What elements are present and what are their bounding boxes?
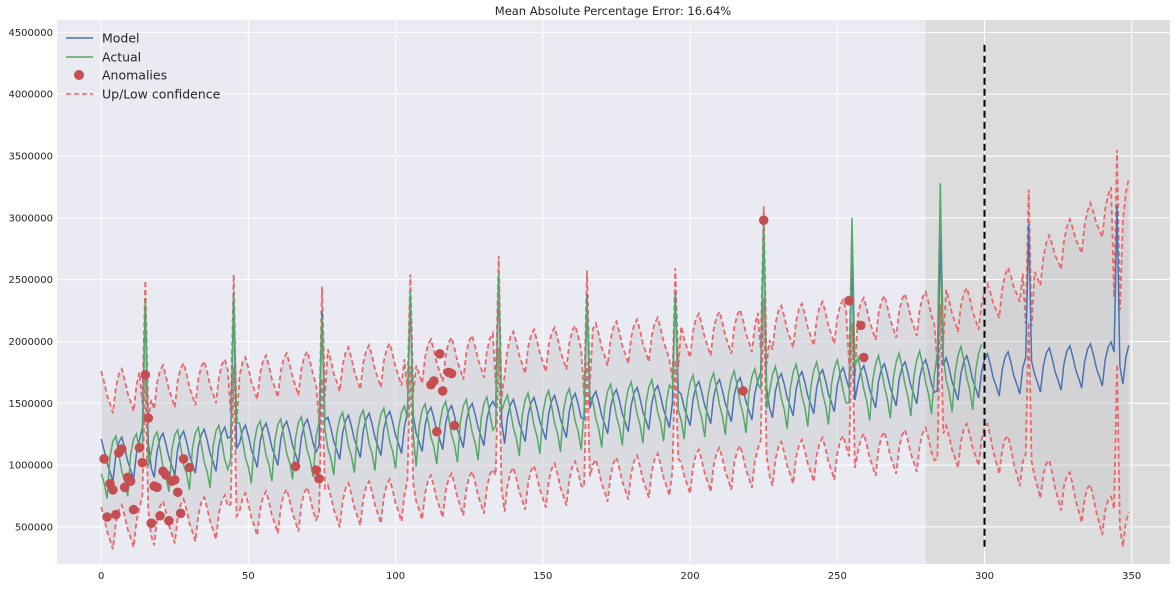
lower-confidence-line (100, 298, 1130, 550)
y-tick-label: 2500000 (8, 275, 53, 286)
anomaly-point (434, 349, 445, 359)
series-layer (100, 149, 1130, 550)
anomaly-point (758, 215, 769, 226)
legend-swatch-anomalies (74, 70, 84, 80)
x-tick-label: 100 (386, 571, 405, 582)
anomaly-layer (99, 215, 869, 528)
forecast-shading (925, 20, 1170, 564)
chart-title: Mean Absolute Percentage Error: 16.64% (495, 4, 732, 18)
anomaly-point (449, 420, 460, 431)
anomaly-point (111, 509, 121, 520)
actual-line (100, 183, 983, 499)
y-tick-label: 1500000 (8, 399, 53, 410)
anomaly-point (856, 320, 866, 331)
x-tick-label: 200 (681, 571, 700, 582)
y-tick-label: 4000000 (8, 90, 53, 101)
anomaly-point (858, 352, 869, 363)
upper-confidence-line (100, 149, 1130, 425)
anomaly-point (169, 475, 180, 485)
x-tick-label: 50 (242, 571, 255, 582)
anomaly-point (290, 461, 301, 472)
legend-label-actual: Actual (102, 50, 141, 65)
anomaly-point (146, 518, 157, 528)
x-tick-label: 300 (975, 571, 994, 582)
anomaly-point (152, 482, 162, 493)
anomaly-point (184, 462, 195, 473)
y-tick-label: 3500000 (8, 152, 53, 163)
legend-label-anomalies: Anomalies (102, 68, 167, 83)
anomaly-point (140, 370, 151, 380)
forecast-shade-layer (925, 20, 1170, 564)
anomaly-point (116, 444, 127, 454)
anomaly-point (738, 386, 748, 396)
anomaly-point (437, 386, 448, 396)
anomaly-point (844, 295, 854, 306)
tick-label-layer: 0 50 100 150 200 250 300 350 500000 1000000 150000… (8, 28, 1141, 582)
anomaly-point (125, 476, 136, 486)
y-tick-label: 3000000 (8, 213, 53, 224)
anomaly-point (134, 442, 145, 453)
anomaly-point (172, 487, 183, 498)
anomaly-point (108, 485, 118, 495)
legend-label-model: Model (102, 31, 140, 46)
x-tick-label: 250 (828, 571, 847, 582)
anomaly-point (137, 457, 148, 468)
anomaly-point (99, 454, 109, 464)
legend-label-confidence: Up/Low confidence (102, 87, 221, 102)
anomaly-point (432, 426, 442, 437)
anomaly-point (314, 473, 324, 484)
y-tick-label: 500000 (15, 522, 53, 533)
anomaly-point (128, 504, 139, 515)
anomaly-point (429, 376, 439, 386)
legend: Model Actual Anomalies Up/Low confidence (66, 31, 221, 102)
y-tick-label: 1000000 (8, 461, 53, 472)
anomaly-point (143, 413, 154, 423)
anomaly-point (161, 470, 171, 480)
anomaly-point (311, 465, 321, 475)
x-tick-label: 150 (533, 571, 552, 582)
anomaly-point (164, 515, 174, 526)
anomaly-point (102, 512, 112, 522)
anomaly-point (175, 508, 186, 519)
x-tick-label: 0 (98, 571, 104, 582)
anomaly-point (446, 368, 457, 379)
anomaly-point (155, 510, 165, 521)
model-line (100, 205, 1130, 482)
y-tick-label: 2000000 (8, 337, 53, 348)
x-tick-label: 350 (1122, 571, 1141, 582)
anomaly-point (119, 482, 130, 493)
anomaly-point (178, 454, 189, 464)
y-tick-label: 4500000 (8, 28, 53, 39)
